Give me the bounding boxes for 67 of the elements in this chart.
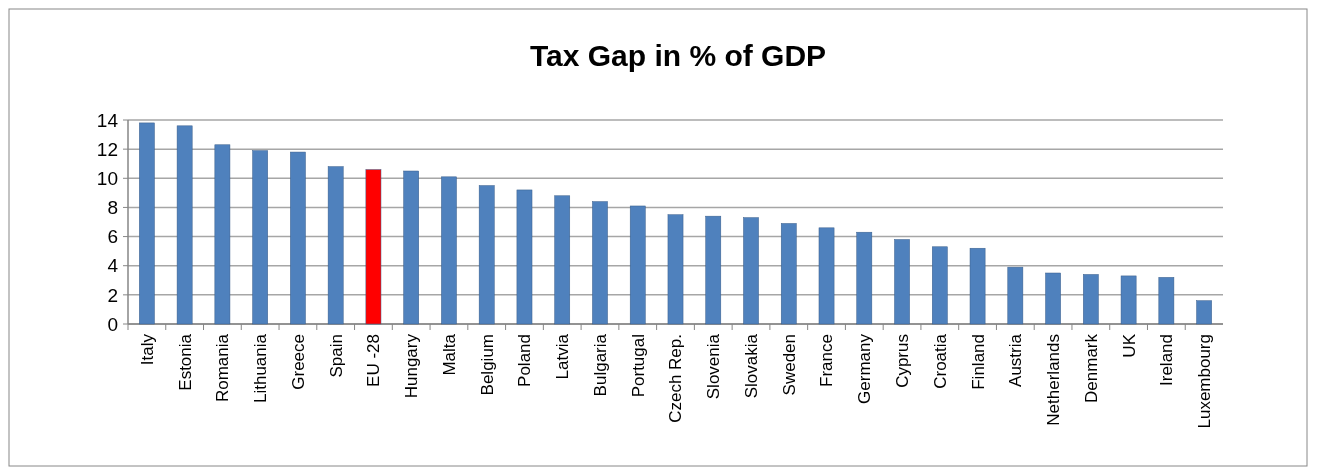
x-tick-label: Greece xyxy=(288,334,308,390)
x-tick-label: Italy xyxy=(137,333,157,366)
bar xyxy=(969,247,986,325)
bar xyxy=(365,169,382,325)
bar xyxy=(856,231,873,325)
bar xyxy=(139,122,155,325)
bar xyxy=(403,170,419,325)
bar xyxy=(780,223,797,325)
bar xyxy=(1196,300,1212,325)
bar xyxy=(290,151,306,325)
x-tick-label: Sweden xyxy=(779,334,799,396)
y-tick-label: 12 xyxy=(96,138,118,160)
x-tick-label: Lithuania xyxy=(251,333,271,404)
x-tick-label: UK xyxy=(1119,333,1139,358)
x-tick-label: EU -28 xyxy=(364,334,384,387)
x-tick-label: Netherlands xyxy=(1044,334,1064,426)
bar xyxy=(1120,275,1137,325)
y-tick-label: 0 xyxy=(107,313,118,335)
x-tick-label: Spain xyxy=(326,334,346,378)
x-tick-label: Romania xyxy=(213,333,233,403)
y-tick-label: 14 xyxy=(96,109,119,131)
bar xyxy=(176,125,193,325)
x-tick-label: Belgium xyxy=(477,334,497,396)
x-tick-label: Malta xyxy=(439,333,459,376)
x-tick-label: Croatia xyxy=(930,333,950,389)
bar xyxy=(252,150,268,325)
x-tick-label: Poland xyxy=(515,334,535,387)
x-tick-label: Luxembourg xyxy=(1195,334,1215,429)
bar xyxy=(1045,272,1061,325)
chart-title: Tax Gap in % of GDP xyxy=(529,39,827,72)
x-tick-label: Slovenia xyxy=(704,333,724,400)
x-tick-label: Denmark xyxy=(1081,333,1101,403)
x-tick-label: Bulgaria xyxy=(590,333,610,397)
x-tick-label: Estonia xyxy=(175,333,195,391)
x-tick-label: Hungary xyxy=(402,333,422,399)
y-tick-label: 4 xyxy=(107,255,119,277)
bar xyxy=(441,176,457,325)
x-tick-label: Germany xyxy=(855,333,875,404)
bar xyxy=(629,205,646,325)
bar xyxy=(1007,266,1024,325)
bar xyxy=(1083,274,1099,325)
y-tick-label: 8 xyxy=(107,197,118,219)
x-tick-label: Ireland xyxy=(1157,334,1177,386)
bar xyxy=(818,227,835,325)
bar xyxy=(705,215,722,325)
bar xyxy=(743,217,759,325)
y-tick-label: 2 xyxy=(107,284,118,306)
x-tick-label: Finland xyxy=(968,334,988,390)
bar xyxy=(478,185,495,325)
bar xyxy=(516,189,533,325)
bar xyxy=(592,201,608,325)
x-tick-label: Czech Rep. xyxy=(666,334,686,423)
x-tick-label: Austria xyxy=(1006,333,1026,387)
y-tick-label: 10 xyxy=(96,167,118,189)
x-tick-label: France xyxy=(817,334,837,387)
bar xyxy=(214,144,231,325)
x-tick-label: Latvia xyxy=(553,333,573,380)
bar xyxy=(1158,277,1175,325)
bar xyxy=(554,195,571,325)
bar xyxy=(667,214,684,325)
x-tick-label: Slovakia xyxy=(741,333,761,399)
y-tick-label: 6 xyxy=(107,226,118,248)
bar xyxy=(327,166,344,325)
x-tick-label: Portugal xyxy=(628,334,648,398)
bar xyxy=(894,239,910,325)
x-tick-label: Cyprus xyxy=(893,334,912,388)
bar xyxy=(932,246,948,325)
